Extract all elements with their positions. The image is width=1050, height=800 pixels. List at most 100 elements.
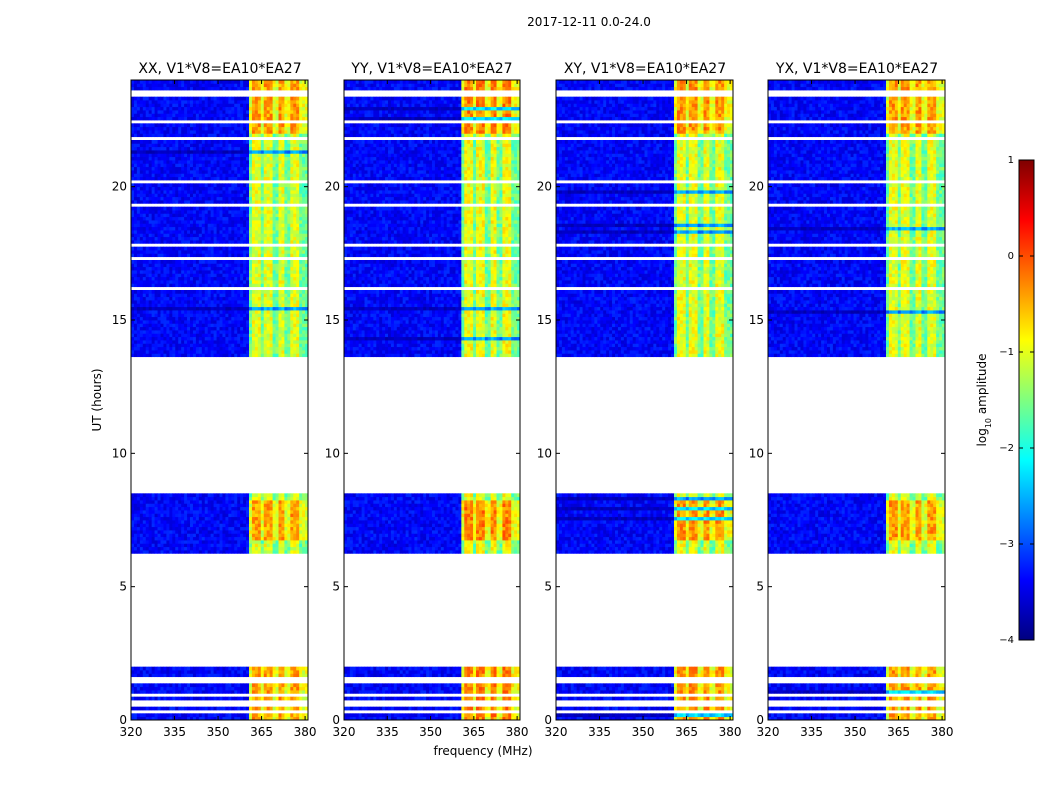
heatmap-cell bbox=[228, 223, 232, 228]
heatmap-cell bbox=[272, 346, 276, 351]
heatmap-cell bbox=[139, 310, 144, 314]
heatmap-cell bbox=[172, 510, 176, 514]
heatmap-cell bbox=[195, 293, 200, 298]
heatmap-cell bbox=[192, 176, 197, 181]
heatmap-cell bbox=[254, 323, 259, 328]
heatmap-cell bbox=[278, 206, 282, 211]
heatmap-cell bbox=[163, 276, 167, 281]
heatmap-cell bbox=[287, 516, 291, 521]
heatmap-cell bbox=[190, 236, 194, 241]
heatmap-cell bbox=[266, 193, 271, 198]
heatmap-cell bbox=[207, 186, 212, 191]
heatmap-cell bbox=[195, 513, 200, 518]
heatmap-cell bbox=[204, 223, 209, 228]
heatmap-cell bbox=[157, 683, 161, 688]
heatmap-cell bbox=[133, 240, 138, 244]
heatmap-cell bbox=[190, 503, 194, 508]
heatmap-cell bbox=[219, 706, 223, 711]
heatmap-cell bbox=[257, 213, 262, 218]
heatmap-cell bbox=[257, 533, 262, 538]
heatmap-cell bbox=[284, 176, 288, 181]
heatmap-cell bbox=[266, 266, 271, 271]
heatmap-cell bbox=[148, 323, 153, 328]
heatmap-cell bbox=[142, 153, 147, 158]
heatmap-cell bbox=[254, 716, 259, 721]
heatmap-cell bbox=[243, 193, 247, 198]
heatmap-cell bbox=[151, 220, 155, 224]
heatmap-cell bbox=[169, 283, 173, 288]
heatmap-cell bbox=[192, 503, 197, 508]
heatmap-cell bbox=[187, 496, 191, 501]
heatmap-cell bbox=[237, 526, 241, 531]
heatmap-cell bbox=[204, 320, 209, 324]
heatmap-cell bbox=[139, 323, 144, 328]
heatmap-cell bbox=[160, 263, 164, 268]
heatmap-cell bbox=[269, 293, 273, 298]
heatmap-cell bbox=[257, 300, 262, 304]
heatmap-cell bbox=[299, 320, 303, 324]
heatmap-cell bbox=[249, 330, 253, 334]
heatmap-cell bbox=[299, 516, 303, 521]
heatmap-cell bbox=[178, 346, 182, 351]
heatmap-cell bbox=[207, 340, 212, 344]
heatmap-cell bbox=[296, 670, 300, 674]
heatmap-cell bbox=[160, 333, 164, 338]
heatmap-cell bbox=[151, 523, 155, 528]
heatmap-cell bbox=[169, 666, 173, 671]
heatmap-cell bbox=[263, 173, 268, 178]
heatmap-cell bbox=[240, 320, 244, 324]
heatmap-cell bbox=[284, 320, 288, 324]
heatmap-cell bbox=[131, 273, 135, 278]
heatmap-cell bbox=[195, 236, 200, 241]
heatmap-cell bbox=[169, 683, 173, 688]
heatmap-cell bbox=[305, 533, 309, 538]
heatmap-cell bbox=[145, 253, 150, 258]
heatmap-cell bbox=[216, 690, 220, 694]
heatmap-cell bbox=[175, 270, 179, 274]
heatmap-cell bbox=[172, 270, 176, 274]
heatmap-cell bbox=[237, 183, 241, 188]
heatmap-cell bbox=[243, 266, 247, 271]
heatmap-cell bbox=[225, 520, 229, 524]
heatmap-cell bbox=[254, 160, 259, 164]
heatmap-cell bbox=[139, 350, 144, 354]
heatmap-cell bbox=[234, 190, 238, 194]
heatmap-cell bbox=[272, 240, 276, 244]
heatmap-cell bbox=[266, 696, 271, 701]
heatmap-cell bbox=[305, 673, 309, 678]
heatmap-cell bbox=[133, 153, 138, 158]
heatmap-cell bbox=[148, 276, 153, 281]
heatmap-cell bbox=[305, 300, 309, 304]
heatmap-cell bbox=[133, 523, 138, 528]
heatmap-cell bbox=[293, 716, 297, 721]
heatmap-cell bbox=[195, 670, 200, 674]
heatmap-cell bbox=[148, 170, 153, 174]
heatmap-cell bbox=[145, 263, 150, 268]
heatmap-cell bbox=[234, 706, 238, 711]
heatmap-cell bbox=[275, 293, 279, 298]
heatmap-cell bbox=[204, 530, 209, 534]
heatmap-cell bbox=[195, 523, 200, 528]
heatmap-cell bbox=[240, 283, 244, 288]
heatmap-cell bbox=[246, 336, 250, 341]
heatmap-cell bbox=[187, 716, 191, 721]
heatmap-cell bbox=[154, 520, 158, 524]
heatmap-cell bbox=[201, 280, 206, 284]
heatmap-cell bbox=[213, 260, 217, 264]
heatmap-cell bbox=[195, 536, 200, 541]
heatmap-cell bbox=[225, 550, 229, 554]
heatmap-cell bbox=[260, 716, 265, 721]
heatmap-cell bbox=[198, 670, 203, 674]
heatmap-cell bbox=[272, 220, 276, 224]
heatmap-cell bbox=[142, 183, 147, 188]
heatmap-cell bbox=[151, 313, 155, 318]
heatmap-cell bbox=[219, 290, 223, 294]
heatmap-xx bbox=[131, 80, 309, 721]
heatmap-cell bbox=[222, 716, 226, 721]
heatmap-cell bbox=[293, 350, 297, 354]
heatmap-cell bbox=[254, 513, 259, 518]
heatmap-cell bbox=[231, 296, 235, 301]
heatmap-cell bbox=[154, 550, 158, 554]
heatmap-cell bbox=[266, 530, 271, 534]
heatmap-cell bbox=[219, 293, 223, 298]
